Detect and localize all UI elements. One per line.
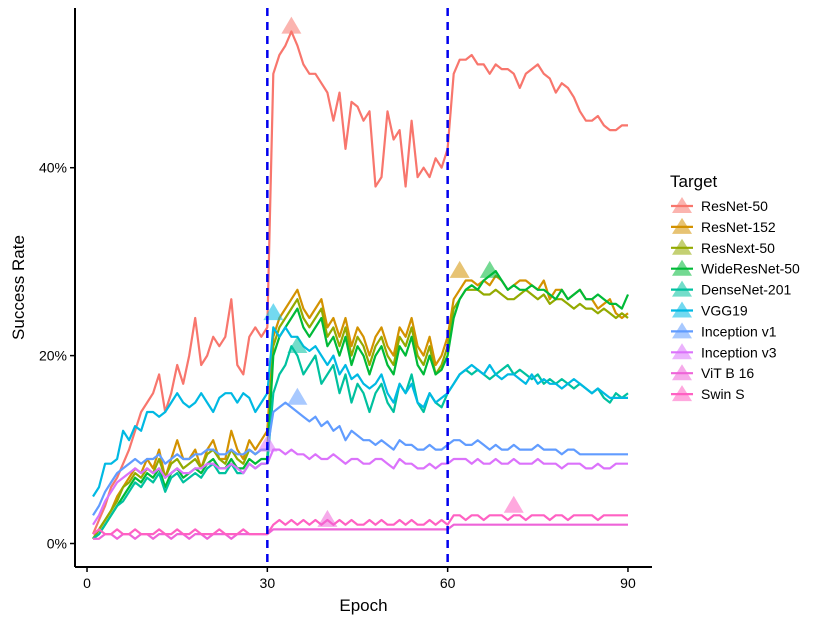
y-tick-label: 40% (39, 160, 67, 176)
x-tick-label: 60 (440, 575, 456, 591)
legend-key-marker (672, 280, 692, 297)
x-tick-label: 30 (260, 575, 276, 591)
legend-label: ResNet-50 (701, 198, 768, 214)
peak-marker-resnet-152 (449, 260, 470, 278)
series-line-wideresnet-50 (92, 270, 630, 540)
legend-item-wideresnet-50: WideResNet-50 (671, 259, 800, 277)
legend-item-vit-b-16: ViT B 16 (671, 364, 754, 381)
legend-item-inception-v1: Inception v1 (671, 322, 777, 339)
legend-key-marker (672, 238, 692, 255)
legend-label: WideResNet-50 (701, 261, 800, 277)
y-tick-label: 20% (39, 348, 67, 364)
x-tick-label: 0 (83, 575, 91, 591)
legend-item-densenet-201: DenseNet-201 (671, 280, 791, 298)
legend-key-marker (672, 197, 692, 213)
y-tick-label: 0% (47, 536, 67, 552)
series-line-resnext-50 (92, 288, 629, 540)
x-axis-title: Epoch (339, 596, 387, 615)
peak-marker-swin-s (503, 495, 524, 513)
legend-label: DenseNet-201 (701, 282, 791, 298)
legend-key-marker (672, 301, 692, 318)
series-line-inception-v3 (92, 448, 628, 526)
series-line-swin-s (92, 514, 628, 536)
series-lines (91, 30, 630, 540)
peak-marker-inception-v1 (287, 387, 308, 405)
legend-key-marker (672, 385, 692, 402)
legend-title: Target (670, 172, 718, 191)
series-line-densenet-201 (92, 345, 629, 540)
legend-item-inception-v3: Inception v3 (671, 343, 777, 360)
legend-label: ViT B 16 (701, 365, 754, 381)
peak-marker-resnet-50 (281, 16, 302, 34)
legend-key-marker (672, 343, 692, 360)
axes: 0 30 60 90 0% 20% 40% Epoch Success Rate (9, 8, 652, 615)
legend-label: ResNet-152 (701, 219, 776, 235)
peak-marker-vgg19 (263, 303, 284, 321)
legend: Target ResNet-50 ResNet-152 ResNext-50 WideR… (670, 172, 800, 402)
series-line-resnet-152 (92, 274, 629, 540)
legend-item-swin-s: Swin S (671, 385, 745, 402)
legend-item-resnext-50: ResNext-50 (671, 238, 775, 256)
series-line-vgg19 (92, 326, 628, 498)
epoch-divider-lines (266, 8, 449, 567)
y-axis-title: Success Rate (9, 235, 28, 340)
legend-label: Swin S (701, 386, 745, 402)
legend-item-vgg19: VGG19 (671, 301, 748, 319)
x-tick-label: 90 (620, 575, 636, 591)
legend-label: Inception v1 (701, 323, 777, 339)
series-line-resnet-50 (91, 30, 628, 535)
legend-key-marker (672, 364, 692, 381)
peak-marker-vit-b-16 (317, 509, 338, 527)
legend-label: ResNext-50 (701, 240, 775, 256)
legend-label: VGG19 (701, 303, 748, 319)
peak-marker-densenet-201 (287, 336, 308, 354)
legend-key-marker (672, 259, 692, 276)
peak-marker-wideresnet-50 (479, 260, 500, 278)
legend-item-resnet-152: ResNet-152 (671, 217, 776, 235)
series-markers (257, 16, 524, 527)
legend-key-marker (672, 217, 692, 234)
legend-key-marker (672, 322, 692, 339)
legend-item-resnet-50: ResNet-50 (671, 197, 768, 214)
series-line-inception-v1 (92, 401, 628, 516)
legend-label: Inception v3 (701, 344, 777, 360)
